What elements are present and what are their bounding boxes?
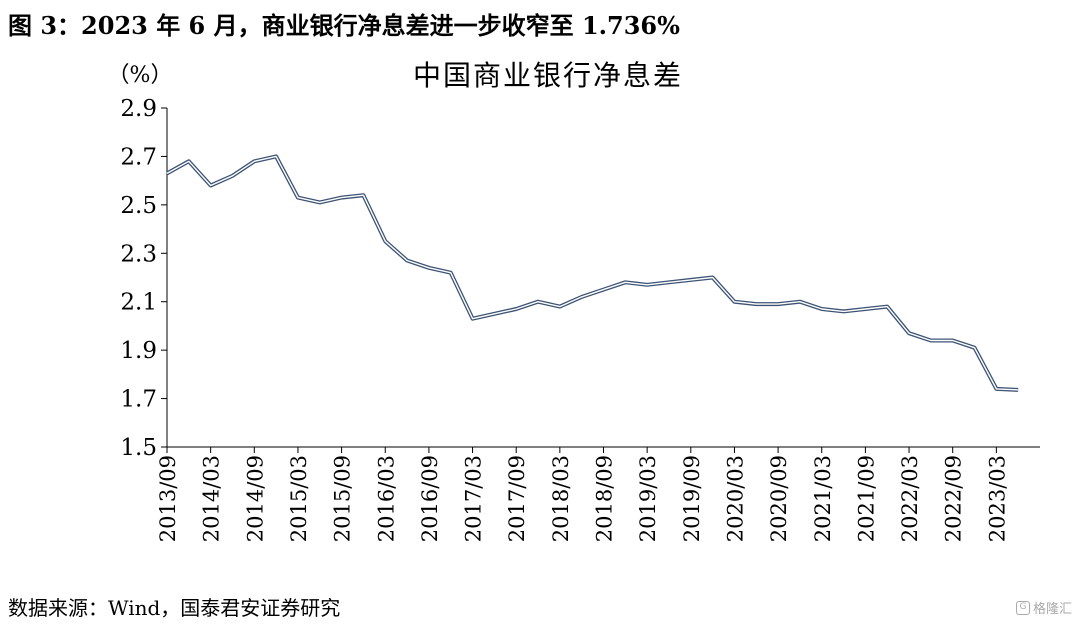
x-tick-label: 2023/03 <box>985 455 1009 542</box>
x-tick-label: 2018/09 <box>593 455 617 542</box>
data-point <box>514 307 518 311</box>
data-point <box>863 307 867 311</box>
data-point <box>841 309 845 313</box>
y-tick-label: 2.1 <box>120 290 157 316</box>
data-point <box>820 307 824 311</box>
x-tick-label: 2018/03 <box>549 455 573 542</box>
y-tick-label: 1.5 <box>120 435 157 461</box>
data-point <box>470 316 474 320</box>
x-tick-label: 2019/03 <box>636 455 660 542</box>
data-point <box>1016 388 1020 392</box>
data-point <box>187 159 191 163</box>
x-tick-label: 2021/03 <box>811 455 835 542</box>
data-point <box>274 154 278 158</box>
watermark: G 格隆汇 <box>1015 598 1072 617</box>
series-net-interest-margin <box>165 154 1020 392</box>
data-point <box>383 239 387 243</box>
y-tick-label: 2.9 <box>120 96 157 122</box>
y-tick-label: 2.5 <box>120 193 157 219</box>
data-point <box>776 302 780 306</box>
x-tick-label: 2020/09 <box>767 455 791 542</box>
data-point <box>165 171 169 175</box>
data-point <box>208 183 212 187</box>
x-tick-label: 2015/03 <box>287 455 311 542</box>
data-point <box>492 312 496 316</box>
data-point <box>689 278 693 282</box>
x-tick-label: 2016/03 <box>374 455 398 542</box>
data-point <box>645 283 649 287</box>
x-tick-label: 2022/09 <box>942 455 966 542</box>
watermark-logo-icon: G <box>1015 600 1030 615</box>
data-point <box>994 387 998 391</box>
x-tick-label: 2017/09 <box>505 455 529 542</box>
y-tick-label: 2.7 <box>120 144 157 170</box>
series-line-inner <box>166 155 1019 391</box>
x-tick-label: 2015/09 <box>331 455 355 542</box>
data-point <box>318 200 322 204</box>
data-point <box>427 266 431 270</box>
data-point <box>296 195 300 199</box>
data-point <box>558 304 562 308</box>
source-note: 数据来源：Wind，国泰君安证券研究 <box>8 596 341 620</box>
x-axis: 2013/09 2014/03 2014/09 2015/03 2015/09 2016/… <box>156 446 1040 542</box>
data-point <box>252 159 256 163</box>
watermark-text: 格隆汇 <box>1032 602 1072 617</box>
data-point <box>798 300 802 304</box>
x-tick-label: 2022/03 <box>898 455 922 542</box>
data-point <box>601 287 605 291</box>
y-tick-label: 1.7 <box>120 387 157 413</box>
chart-title: 中国商业银行净息差 <box>413 59 683 92</box>
x-tick-label: 2020/03 <box>723 455 747 542</box>
data-point <box>754 302 758 306</box>
data-point <box>536 300 540 304</box>
line-chart: 中国商业银行净息差 （%） 1.5 1.7 1.9 2.1 2.3 2.5 2.7 2.9 2… <box>108 59 1040 542</box>
x-tick-label: 2021/09 <box>854 455 878 542</box>
y-tick-label: 1.9 <box>120 338 157 364</box>
data-point <box>405 258 409 262</box>
data-point <box>361 193 365 197</box>
y-tick-label: 2.3 <box>120 241 157 267</box>
x-tick-label: 2017/03 <box>462 455 486 542</box>
x-tick-label: 2014/03 <box>200 455 224 542</box>
data-point <box>710 275 714 279</box>
y-axis: 1.5 1.7 1.9 2.1 2.3 2.5 2.7 2.9 <box>120 96 168 461</box>
data-point <box>623 280 627 284</box>
x-tick-label: 2016/09 <box>418 455 442 542</box>
data-point <box>732 300 736 304</box>
x-tick-label: 2013/09 <box>156 455 180 542</box>
x-tick-label: 2019/09 <box>680 455 704 542</box>
data-point <box>667 280 671 284</box>
x-tick-label: 2014/09 <box>243 455 267 542</box>
data-point <box>929 338 933 342</box>
data-point <box>230 174 234 178</box>
data-point <box>339 195 343 199</box>
data-point <box>885 304 889 308</box>
data-point <box>972 346 976 350</box>
y-axis-unit-label: （%） <box>108 63 173 88</box>
figure-title: 图 3：2023 年 6 月，商业银行净息差进一步收窄至 1.736% <box>8 11 680 40</box>
data-point <box>907 331 911 335</box>
data-point <box>579 295 583 299</box>
data-point <box>449 270 453 274</box>
data-point <box>951 338 955 342</box>
